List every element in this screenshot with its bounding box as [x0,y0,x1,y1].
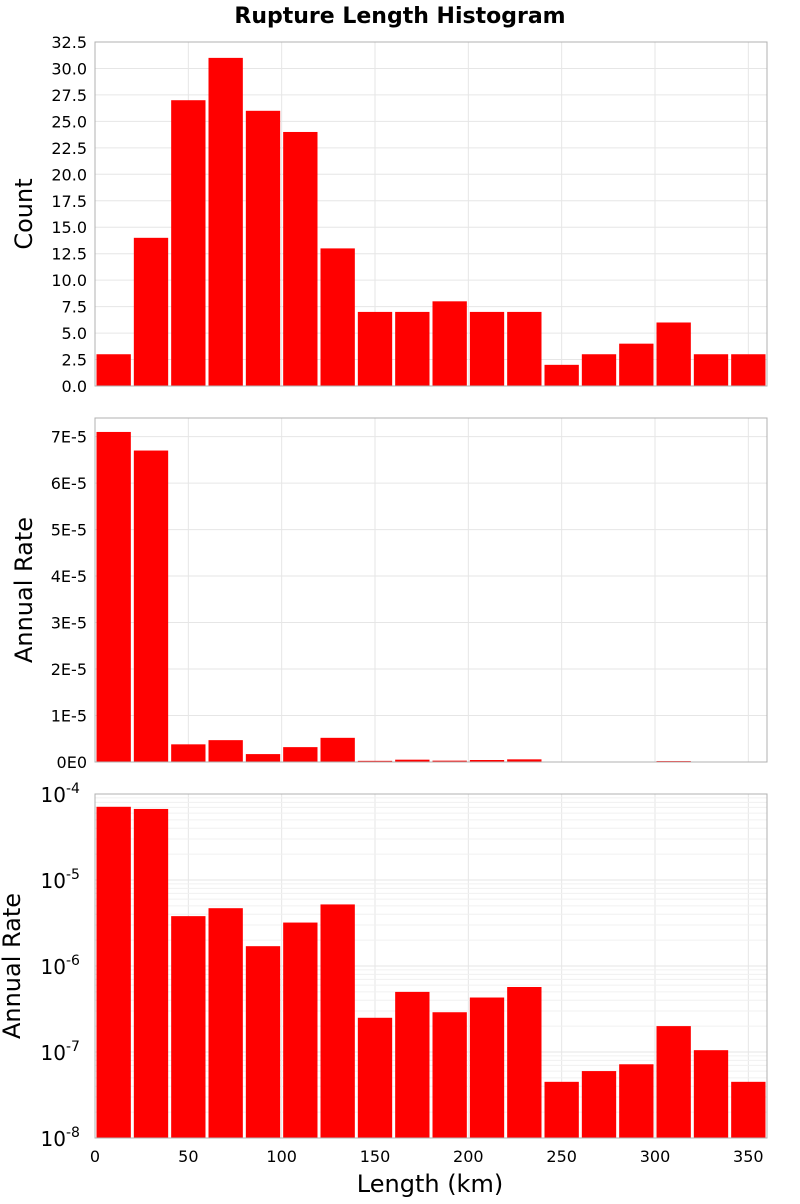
y-tick-exponent: -5 [66,867,80,883]
histogram-bar [433,1012,467,1138]
y-tick-label: 10.0 [51,271,87,290]
histogram-bar [470,998,504,1138]
histogram-bar [395,992,429,1138]
y-tick-label: 3E-5 [51,614,87,633]
histogram-bar [209,740,243,762]
histogram-bar [657,1026,691,1138]
histogram-bar [433,301,467,386]
histogram-bar [694,354,728,386]
histogram-bar [582,1071,616,1138]
histogram-bar [619,1064,653,1138]
x-tick-label: 100 [266,1147,297,1166]
histogram-bar [283,923,317,1138]
y-tick-label: 10 [41,1041,66,1065]
y-axis-label: Annual Rate [10,517,38,663]
y-tick-label: 4E-5 [51,567,87,586]
x-tick-label: 200 [453,1147,484,1166]
histogram-bar [171,744,205,762]
y-tick-exponent: -4 [66,781,80,797]
y-tick-label: 2E-5 [51,660,87,679]
y-tick-label: 10 [41,955,66,979]
y-tick-label: 1E-5 [51,707,87,726]
histogram-bar [321,738,355,762]
y-tick-label: 6E-5 [51,474,87,493]
y-tick-label: 10 [41,869,66,893]
histogram-bar [694,1050,728,1138]
x-tick-label: 0 [90,1147,100,1166]
histogram-bar [134,451,168,762]
histogram-bar [470,312,504,386]
histogram-bar [507,312,541,386]
y-tick-label: 25.0 [51,112,87,131]
histogram-bar [209,58,243,386]
y-axis-label: Count [10,178,38,249]
histogram-bar [321,904,355,1138]
x-tick-label: 150 [360,1147,391,1166]
y-tick-label: 32.5 [51,33,87,52]
y-tick-label: 0.0 [62,377,87,396]
histogram-bar [97,354,131,386]
panel-2: 0E0 1E-5 2E-5 3E-5 4E-5 5E-5 6E-5 7E-5 Annual Ra… [10,418,767,772]
histogram-bar [731,354,765,386]
x-axis-label: Length (km) [357,1170,503,1198]
histogram-bar [246,754,280,762]
plot-frame [95,418,767,762]
y-tick-label: 2.5 [62,351,87,370]
histogram-bar [507,987,541,1138]
x-tick-label: 50 [178,1147,198,1166]
histogram-bar [171,916,205,1138]
y-tick-exponent: -8 [66,1125,80,1141]
histogram-bar [619,344,653,386]
y-tick-label: 22.5 [51,139,87,158]
panel-1: 0.0 2.5 5.0 7.5 10.0 12.5 15.0 17.5 20.0 22.5 25.0… [10,33,767,396]
y-tick-exponent: -7 [66,1039,80,1055]
histogram-bar [545,1082,579,1138]
y-tick-label: 10 [41,1127,66,1151]
histogram-bar [545,365,579,386]
y-tick-label: 7E-5 [51,428,87,447]
histogram-bar [358,312,392,386]
y-tick-label: 30.0 [51,59,87,78]
histogram-bar [134,238,168,386]
y-tick-label: 15.0 [51,218,87,237]
histogram-bar [246,111,280,386]
x-tick-label: 250 [546,1147,577,1166]
y-tick-label: 5.0 [62,324,87,343]
histogram-bar [358,1018,392,1138]
histogram-bar [209,908,243,1138]
histogram-bar [395,312,429,386]
y-tick-label: 20.0 [51,165,87,184]
histogram-bar [657,322,691,386]
histogram-bar [97,807,131,1138]
histogram-bar [283,747,317,762]
histogram-bar [134,809,168,1138]
y-tick-label: 7.5 [62,298,87,317]
histogram-bar [582,354,616,386]
x-tick-label: 350 [733,1147,764,1166]
y-axis-label: Annual Rate [0,893,26,1039]
y-tick-label: 17.5 [51,192,87,211]
y-tick-label: 27.5 [51,86,87,105]
histogram-bar [321,248,355,386]
histogram-bar [171,100,205,386]
y-tick-label: 0E0 [57,753,87,772]
y-tick-label: 10 [41,783,66,807]
histogram-bar [731,1082,765,1138]
x-tick-label: 300 [640,1147,671,1166]
histogram-bar [246,946,280,1138]
histogram-bar [97,432,131,762]
chart-title: Rupture Length Histogram [234,4,565,29]
y-tick-exponent: -6 [66,953,80,969]
y-tick-label: 5E-5 [51,521,87,540]
y-tick-label: 12.5 [51,245,87,264]
histogram-bar [283,132,317,386]
